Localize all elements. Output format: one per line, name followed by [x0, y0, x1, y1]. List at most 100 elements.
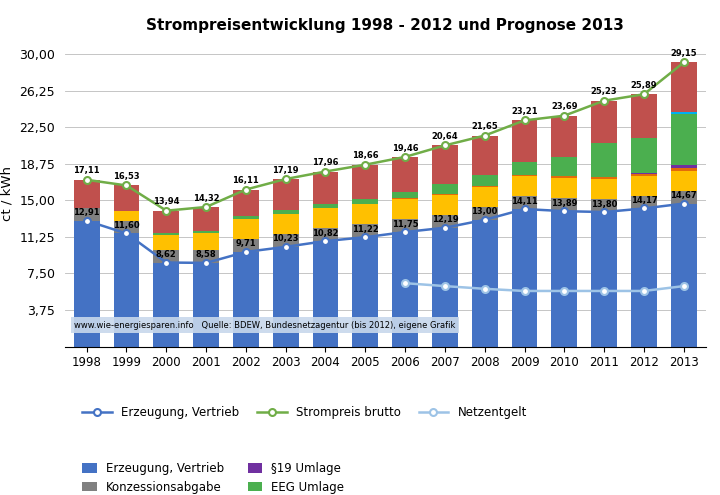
- Bar: [312, 241, 338, 346]
- Bar: [233, 239, 258, 252]
- Bar: [114, 234, 140, 346]
- Text: 21,65: 21,65: [472, 122, 498, 131]
- Bar: [512, 196, 537, 209]
- Bar: [671, 168, 697, 171]
- Text: 11,22: 11,22: [352, 225, 379, 234]
- Text: 25,89: 25,89: [631, 81, 657, 90]
- Text: 13,80: 13,80: [591, 199, 617, 208]
- Bar: [312, 228, 338, 241]
- Bar: [472, 220, 498, 346]
- Bar: [432, 184, 458, 194]
- Bar: [631, 174, 657, 176]
- Text: 19,46: 19,46: [392, 144, 418, 152]
- Bar: [591, 212, 617, 346]
- Bar: [312, 208, 338, 228]
- Bar: [631, 208, 657, 346]
- Bar: [552, 116, 577, 156]
- Bar: [631, 196, 657, 208]
- Bar: [552, 177, 577, 178]
- Text: 14,17: 14,17: [631, 196, 657, 205]
- Bar: [591, 179, 617, 199]
- Text: 13,94: 13,94: [153, 198, 179, 206]
- Bar: [591, 143, 617, 177]
- Text: 14,67: 14,67: [670, 191, 697, 200]
- Bar: [392, 232, 418, 346]
- Bar: [472, 207, 498, 220]
- Bar: [273, 214, 299, 234]
- Bar: [153, 249, 179, 262]
- Bar: [392, 198, 418, 199]
- Bar: [153, 211, 179, 233]
- Text: 14,11: 14,11: [511, 197, 538, 205]
- Bar: [552, 178, 577, 198]
- Text: 11,60: 11,60: [113, 221, 140, 230]
- Text: 17,19: 17,19: [272, 166, 299, 175]
- Bar: [233, 216, 258, 219]
- Text: 12,19: 12,19: [431, 215, 458, 224]
- Bar: [392, 219, 418, 232]
- Bar: [193, 233, 219, 250]
- Text: www.wie-energiesparen.info   Quelle: BDEW, Bundesnetzagentur (bis 2012), eigene : www.wie-energiesparen.info Quelle: BDEW,…: [74, 321, 456, 330]
- Bar: [114, 186, 140, 211]
- Bar: [392, 157, 418, 192]
- Bar: [352, 224, 378, 237]
- Text: 13,89: 13,89: [551, 199, 577, 208]
- Bar: [392, 199, 418, 219]
- Bar: [472, 136, 498, 175]
- Bar: [591, 100, 617, 143]
- Bar: [671, 191, 697, 203]
- Bar: [273, 234, 299, 247]
- Bar: [193, 250, 219, 263]
- Bar: [432, 194, 458, 195]
- Text: 11,75: 11,75: [392, 220, 418, 229]
- Bar: [671, 171, 697, 191]
- Bar: [273, 210, 299, 214]
- Text: 25,23: 25,23: [591, 87, 618, 97]
- Bar: [114, 221, 140, 234]
- Bar: [312, 204, 338, 208]
- Bar: [671, 165, 697, 168]
- Bar: [312, 172, 338, 204]
- Bar: [153, 233, 179, 235]
- Bar: [153, 262, 179, 346]
- Bar: [73, 180, 99, 208]
- Text: 18,66: 18,66: [352, 151, 379, 160]
- Bar: [233, 190, 258, 216]
- Bar: [352, 204, 378, 224]
- Bar: [432, 195, 458, 215]
- Text: 20,64: 20,64: [431, 132, 458, 141]
- Bar: [352, 165, 378, 199]
- Bar: [552, 211, 577, 346]
- Text: 17,96: 17,96: [312, 158, 338, 167]
- Text: 10,82: 10,82: [312, 229, 338, 238]
- Bar: [552, 198, 577, 211]
- Bar: [472, 175, 498, 186]
- Bar: [472, 187, 498, 207]
- Bar: [671, 114, 697, 165]
- Bar: [671, 203, 697, 346]
- Bar: [472, 186, 498, 187]
- Bar: [512, 176, 537, 196]
- Bar: [512, 175, 537, 176]
- Text: 17,11: 17,11: [73, 166, 100, 175]
- Text: 16,11: 16,11: [233, 176, 259, 185]
- Text: 12,91: 12,91: [73, 208, 100, 217]
- Bar: [591, 199, 617, 212]
- Text: 29,15: 29,15: [670, 49, 697, 58]
- Text: 9,71: 9,71: [235, 240, 256, 248]
- Bar: [352, 199, 378, 204]
- Bar: [552, 156, 577, 177]
- Bar: [671, 62, 697, 111]
- Text: 8,62: 8,62: [156, 250, 176, 259]
- Bar: [631, 94, 657, 138]
- Bar: [193, 207, 219, 231]
- Bar: [591, 177, 617, 179]
- Legend: Erzeugung, Vertrieb, Konzessionsabgabe, Stromsteuer, KWK Umlage, §19 Umlage, EEG: Erzeugung, Vertrieb, Konzessionsabgabe, …: [78, 457, 375, 495]
- Bar: [631, 173, 657, 174]
- Bar: [671, 111, 697, 114]
- Text: 10,23: 10,23: [272, 235, 299, 244]
- Bar: [432, 228, 458, 346]
- Text: 23,69: 23,69: [551, 102, 577, 111]
- Bar: [432, 215, 458, 228]
- Bar: [233, 252, 258, 346]
